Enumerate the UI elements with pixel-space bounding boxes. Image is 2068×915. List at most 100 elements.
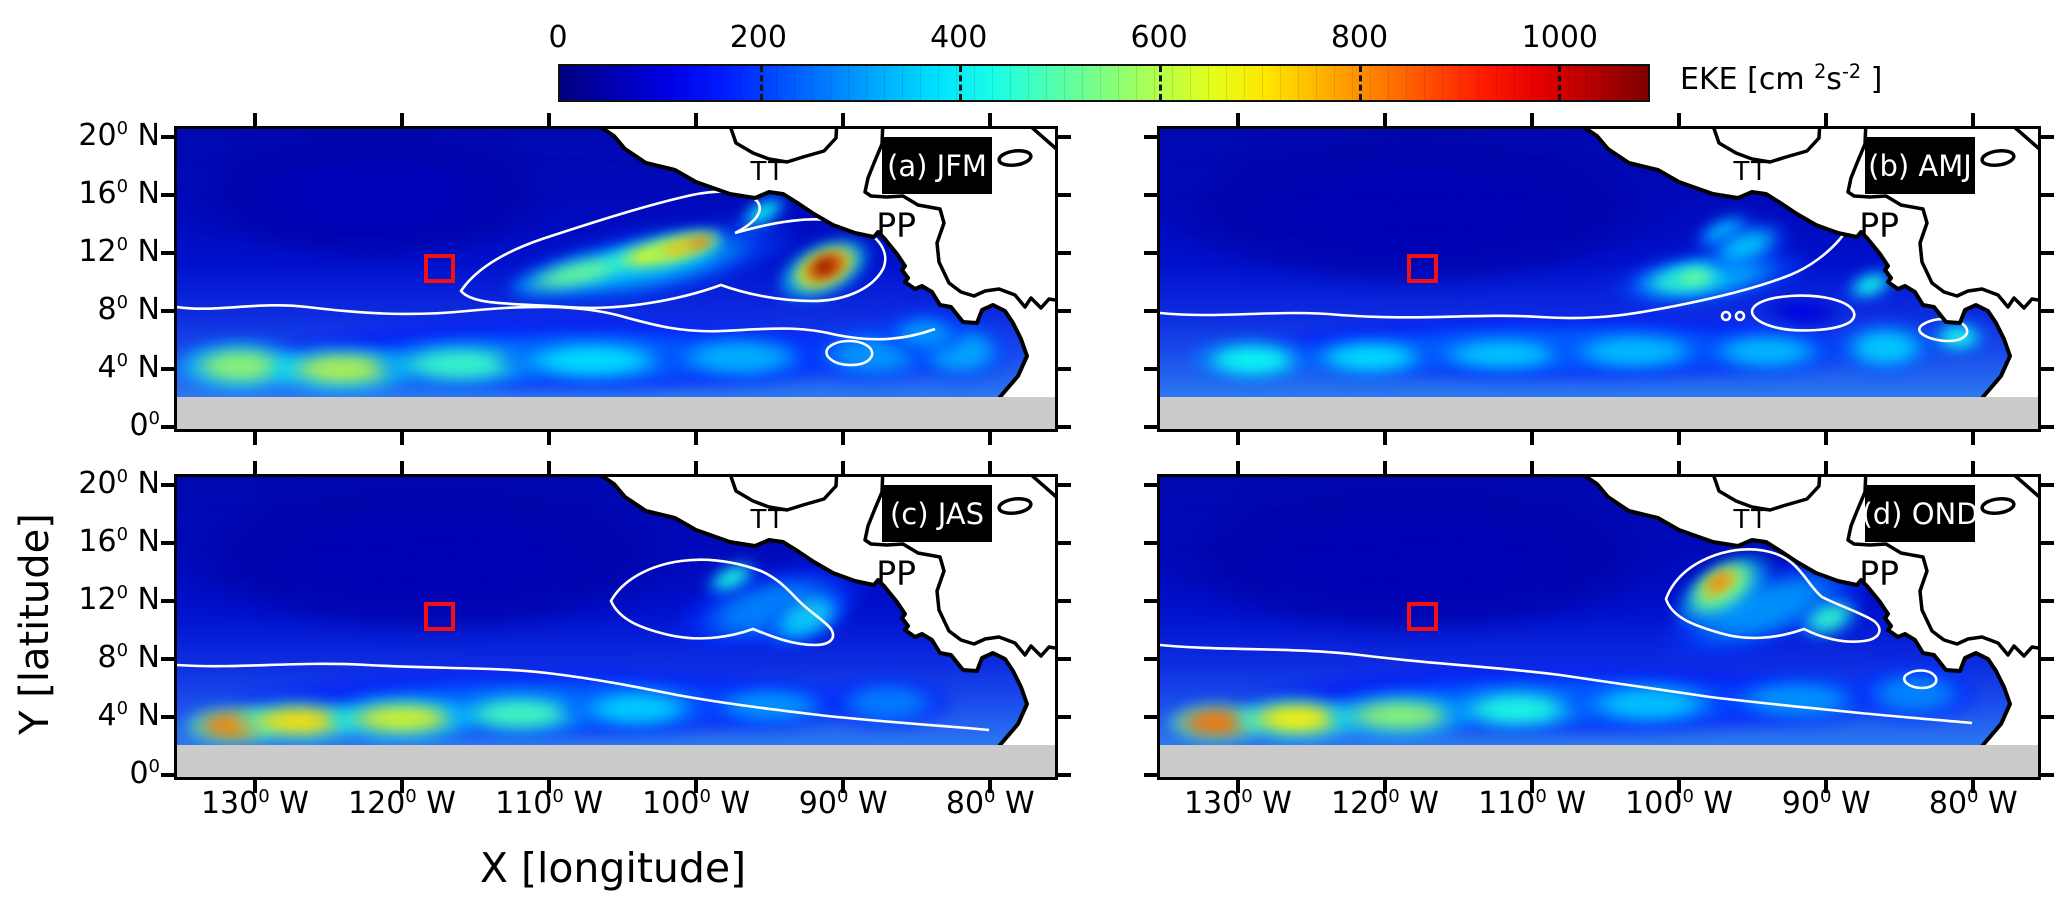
- y-tick-label: 120 N: [78, 581, 160, 617]
- axis-tick: [1058, 424, 1071, 429]
- axis-tick: [988, 461, 993, 474]
- colorbar-tick-label: 600: [1130, 20, 1188, 55]
- axis-tick: [161, 656, 174, 661]
- axis-tick: [252, 461, 257, 474]
- axis-tick: [1383, 780, 1387, 793]
- masked-data-band: [177, 745, 1055, 777]
- axis-tick: [252, 780, 257, 793]
- papagayo-label: PP: [876, 205, 917, 245]
- axis-tick: [1530, 113, 1535, 126]
- x-tick-label: 800 W: [945, 786, 1035, 821]
- map-panel-jfm: TT PP (a) JFM: [161, 113, 1071, 445]
- axis-tick: [841, 113, 846, 126]
- x-tick-label: 900 W: [1781, 786, 1871, 821]
- panel-label-c: (c) JAS: [882, 485, 992, 542]
- axis-tick: [1824, 780, 1829, 793]
- axis-tick: [1383, 432, 1387, 445]
- axis-tick: [1235, 461, 1240, 474]
- axis-tick: [1144, 308, 1157, 313]
- axis-tick: [1144, 134, 1157, 139]
- axis-tick: [2041, 482, 2054, 487]
- axis-tick: [2041, 250, 2054, 255]
- axis-tick: [694, 432, 699, 445]
- axis-tick: [988, 113, 993, 126]
- x-tick-label: 1100 W: [495, 786, 604, 821]
- axis-tick: [1530, 780, 1535, 793]
- y-tick-label: 80 N: [97, 291, 160, 327]
- axis-tick: [1235, 432, 1240, 445]
- x-tick-label: 1300 W: [1183, 786, 1292, 821]
- y-tick-label: 00: [129, 407, 160, 443]
- colorbar-tick-label: 400: [930, 20, 988, 55]
- axis-tick: [1383, 461, 1387, 474]
- tehuantepec-label: TT: [750, 505, 786, 536]
- axis-tick: [1144, 424, 1157, 429]
- study-region-box: [424, 602, 455, 631]
- tehuantepec-label: TT: [750, 157, 786, 188]
- panel-label-b: (b) AMJ: [1865, 137, 1975, 194]
- axis-tick: [1824, 432, 1829, 445]
- panel-label-d: (d) OND: [1861, 485, 1979, 542]
- map-panel-jas: TT PP (c) JAS: [161, 461, 1071, 793]
- colorbar-tick-label: 800: [1330, 20, 1389, 55]
- eke-hotspot: [1826, 653, 2003, 735]
- axis-tick: [1971, 432, 1976, 445]
- axis-tick: [547, 432, 552, 445]
- axis-tick: [1824, 461, 1829, 474]
- axis-tick: [1144, 366, 1157, 371]
- masked-data-band: [177, 397, 1055, 429]
- axis-tick: [1058, 366, 1071, 371]
- axis-tick: [547, 113, 552, 126]
- colorbar-inner-tick: [1558, 66, 1562, 100]
- axis-tick: [161, 366, 174, 371]
- axis-tick: [1677, 461, 1682, 474]
- colorbar-title: EKE [cm 2s-2 ]: [1680, 60, 1883, 97]
- y-tick-label: 00: [129, 755, 160, 791]
- axis-tick: [1058, 250, 1071, 255]
- eke-hotspot: [1920, 313, 1997, 361]
- x-tick-label: 900 W: [798, 786, 888, 821]
- colorbar-tick-label: 0: [548, 20, 568, 55]
- axis-tick: [1144, 482, 1157, 487]
- axis-tick: [161, 134, 174, 139]
- axis-tick: [694, 461, 699, 474]
- axis-tick: [1058, 714, 1071, 719]
- axis-tick: [1971, 113, 1976, 126]
- axis-tick: [2041, 192, 2054, 197]
- axis-tick: [2041, 540, 2054, 545]
- axis-tick: [1058, 656, 1071, 661]
- colorbar-tick-label: 1000: [1521, 20, 1598, 55]
- axis-tick: [1144, 714, 1157, 719]
- tehuantepec-label: TT: [1733, 157, 1769, 188]
- axis-tick: [1058, 308, 1071, 313]
- axis-tick: [161, 540, 174, 545]
- papagayo-label: PP: [1859, 553, 1900, 593]
- axis-tick: [2041, 134, 2054, 139]
- panel-label-a: (a) JFM: [882, 137, 992, 194]
- axis-tick: [1058, 598, 1071, 603]
- map-panel-ond: TT PP (d) OND: [1144, 461, 2054, 793]
- axis-tick: [400, 432, 404, 445]
- y-tick-label: 160 N: [78, 175, 160, 211]
- axis-tick: [1971, 461, 1976, 474]
- axis-tick: [547, 780, 552, 793]
- axis-tick: [2041, 424, 2054, 429]
- x-tick-label: 1300 W: [200, 786, 309, 821]
- colorbar: [558, 64, 1650, 102]
- colorbar-segments: [560, 66, 1648, 100]
- axis-tick: [1058, 134, 1071, 139]
- axis-tick: [694, 780, 699, 793]
- axis-tick: [161, 482, 174, 487]
- y-tick-label: 200 N: [78, 117, 160, 153]
- axis-tick: [1144, 772, 1157, 777]
- x-tick-label: 1000 W: [642, 786, 751, 821]
- x-tick-label: 1200 W: [348, 786, 456, 821]
- axis-tick: [988, 432, 993, 445]
- axis-tick: [1058, 772, 1071, 777]
- study-region-box: [1407, 254, 1438, 283]
- axis-tick: [1058, 482, 1071, 487]
- axis-tick: [1677, 113, 1682, 126]
- y-tick-label: 40 N: [97, 697, 160, 733]
- y-tick-label: 200 N: [78, 465, 160, 501]
- axis-tick: [1383, 113, 1387, 126]
